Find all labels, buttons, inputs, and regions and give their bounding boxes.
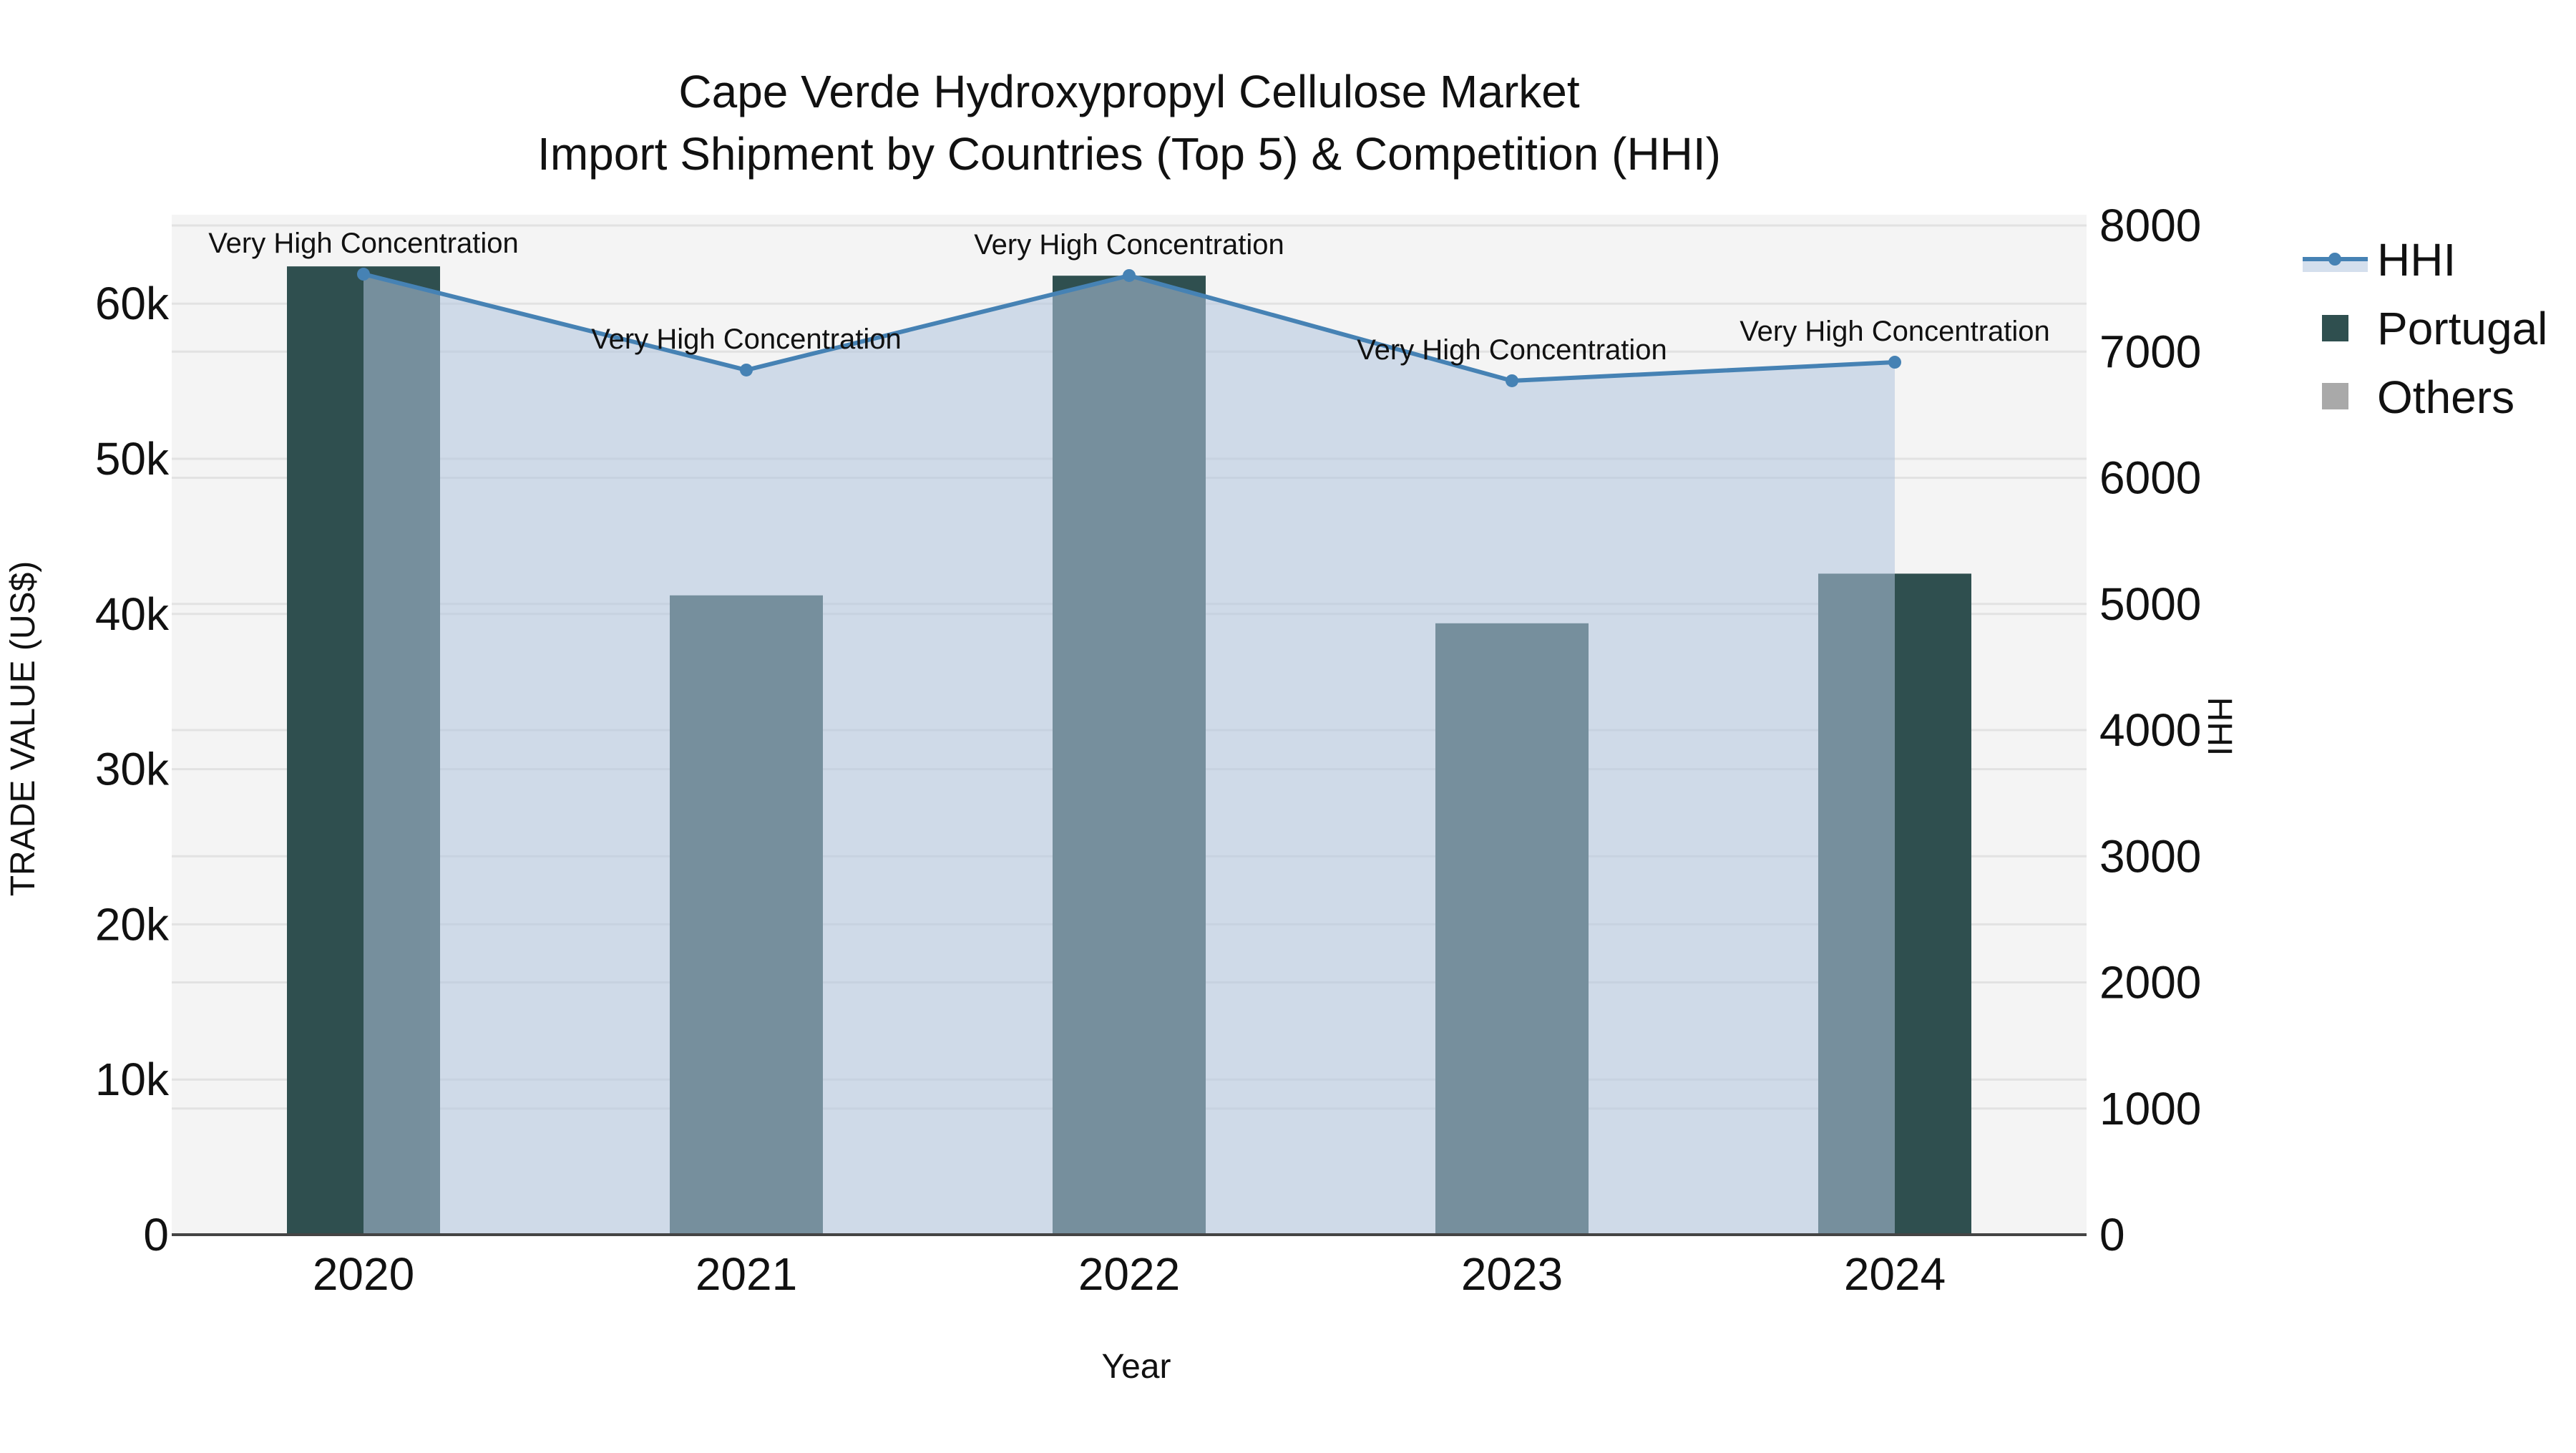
x-tick-label: 2020 <box>313 1248 414 1300</box>
hhi-annotations: Very High Concentration Very High Concent… <box>208 228 2050 366</box>
y-right-tick-label: 7000 <box>2099 326 2201 377</box>
others-square-icon <box>2322 383 2348 409</box>
hhi-area-fill <box>364 274 1895 1235</box>
y-right-tick-label: 4000 <box>2099 704 2201 756</box>
y-right-tick-label: 0 <box>2099 1209 2125 1260</box>
portugal-square-icon <box>2322 315 2348 341</box>
y-left-tick-label: 50k <box>95 433 170 485</box>
hhi-marker-2023[interactable] <box>1506 374 1518 387</box>
y-left-axis-title: TRADE VALUE (US$) <box>4 561 42 897</box>
legend-label-portugal: Portugal <box>2377 303 2547 354</box>
left-axis-ticks: 0 10k 20k 30k 40k 50k 60k <box>95 278 170 1260</box>
y-left-tick-label: 10k <box>95 1054 170 1105</box>
hhi-markers <box>357 268 1901 387</box>
annotation-2020: Very High Concentration <box>208 228 519 259</box>
y-right-tick-label: 5000 <box>2099 578 2201 630</box>
right-axis-ticks: 0 1000 2000 3000 4000 5000 6000 7000 8000 <box>2099 200 2201 1260</box>
hhi-marker-2021[interactable] <box>740 363 753 376</box>
y-right-tick-label: 2000 <box>2099 957 2201 1009</box>
y-right-tick-label: 3000 <box>2099 830 2201 882</box>
y-right-axis-title: HHI <box>2200 697 2238 757</box>
hhi-marker-2020[interactable] <box>357 268 370 281</box>
x-tick-label: 2023 <box>1461 1248 1563 1300</box>
hhi-marker-2024[interactable] <box>1888 356 1901 369</box>
x-axis-title: Year <box>1102 1348 1171 1386</box>
legend-item-others[interactable]: Others <box>2322 371 2514 423</box>
legend-label-others: Others <box>2377 371 2514 423</box>
y-left-tick-label: 40k <box>95 588 170 640</box>
chart-title-line1: Cape Verde Hydroxypropyl Cellulose Marke… <box>678 66 1579 117</box>
annotation-2024: Very High Concentration <box>1740 316 2050 347</box>
y-left-tick-label: 60k <box>95 278 170 329</box>
hhi-legend-fill-icon <box>2303 259 2368 272</box>
annotation-2023: Very High Concentration <box>1357 334 1667 366</box>
x-axis-ticks: 2020 2021 2022 2023 2024 <box>313 1248 1946 1300</box>
chart-title-line2: Import Shipment by Countries (Top 5) & C… <box>537 128 1721 180</box>
annotation-2021: Very High Concentration <box>591 324 902 355</box>
hhi-marker-2022[interactable] <box>1123 268 1136 282</box>
y-right-tick-label: 1000 <box>2099 1083 2201 1134</box>
legend-item-hhi[interactable]: HHI <box>2303 234 2456 286</box>
y-right-tick-label: 6000 <box>2099 452 2201 504</box>
x-tick-label: 2024 <box>1844 1248 1946 1300</box>
annotation-2022: Very High Concentration <box>974 229 1284 261</box>
y-left-tick-label: 0 <box>143 1209 169 1260</box>
legend-item-portugal[interactable]: Portugal <box>2322 303 2547 354</box>
hhi-legend-marker-icon <box>2328 253 2341 266</box>
y-right-tick-label: 8000 <box>2099 200 2201 251</box>
x-tick-label: 2021 <box>696 1248 797 1300</box>
legend-label-hhi: HHI <box>2377 234 2456 286</box>
x-tick-label: 2022 <box>1078 1248 1180 1300</box>
y-left-tick-label: 30k <box>95 744 170 795</box>
y-left-tick-label: 20k <box>95 898 170 950</box>
legend: HHI Portugal Others <box>2303 234 2547 423</box>
